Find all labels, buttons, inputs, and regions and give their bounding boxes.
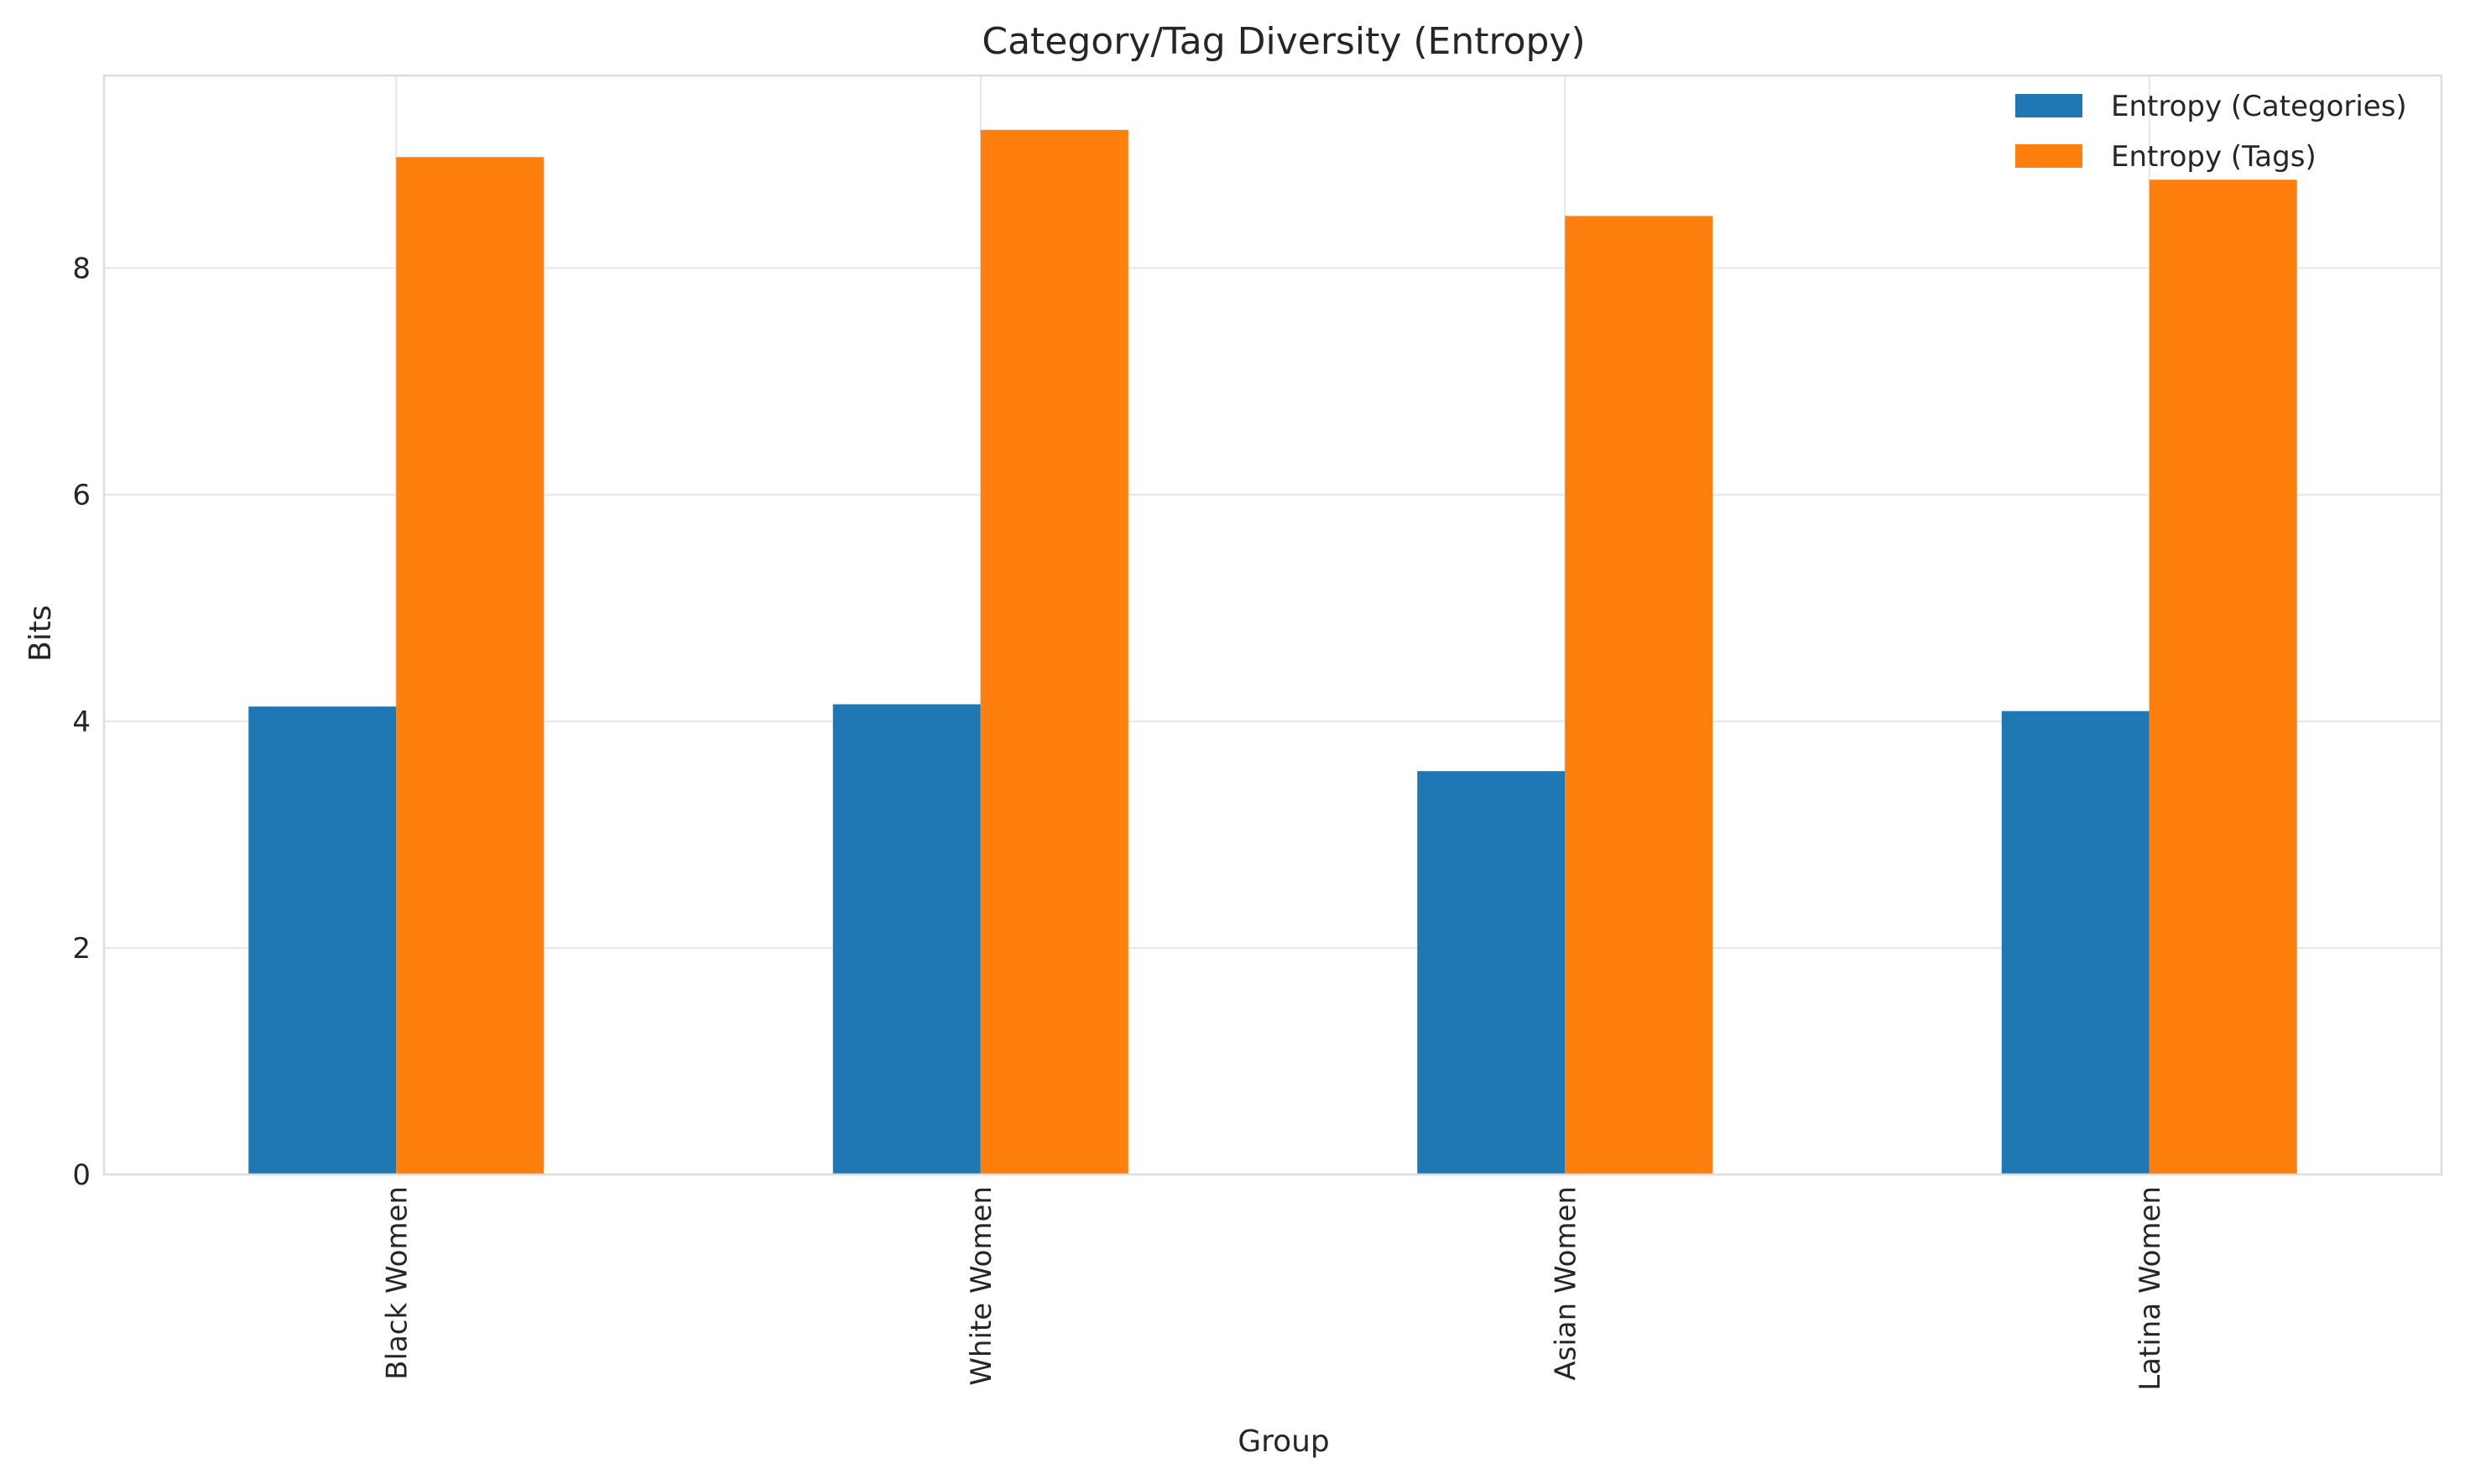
bar-tags-1	[980, 129, 1128, 1175]
bar-categories-2	[1417, 771, 1566, 1174]
bar-tags-3	[2149, 180, 2297, 1174]
bars-group	[248, 129, 2297, 1175]
x-tick-label: Asian Women	[1549, 1186, 1582, 1381]
plot-frame	[102, 74, 2443, 1176]
y-tick-label: 6	[72, 479, 91, 513]
legend-label: Entropy (Categories)	[2111, 90, 2407, 123]
x-tick-label: White Women	[965, 1186, 998, 1386]
chart-title: Category/Tag Diversity (Entropy)	[982, 20, 1585, 63]
bar-categories-0	[248, 706, 397, 1174]
bar-categories-1	[832, 704, 981, 1174]
x-tick-label: Latina Women	[2134, 1186, 2167, 1391]
y-axis-ticks: 0 2 4 6 8	[72, 253, 91, 1192]
x-axis-label: Group	[1238, 1424, 1330, 1459]
legend-swatch	[2015, 94, 2082, 117]
y-tick-label: 8	[72, 253, 91, 286]
x-axis-ticks: Black Women White Women Asian Women Latina …	[380, 1186, 2167, 1391]
y-tick-label: 4	[72, 706, 91, 739]
bar-tags-2	[1565, 216, 1713, 1175]
legend-label: Entropy (Tags)	[2111, 140, 2316, 174]
bar-tags-0	[396, 157, 545, 1175]
legend-swatch	[2015, 144, 2082, 168]
x-tick-label: Black Women	[380, 1186, 414, 1380]
y-axis-label: Bits	[23, 605, 58, 662]
y-tick-label: 0	[72, 1159, 91, 1192]
bar-categories-3	[2001, 711, 2150, 1174]
y-tick-label: 2	[72, 932, 91, 966]
legend: Entropy (Categories) Entropy (Tags)	[2015, 90, 2407, 174]
